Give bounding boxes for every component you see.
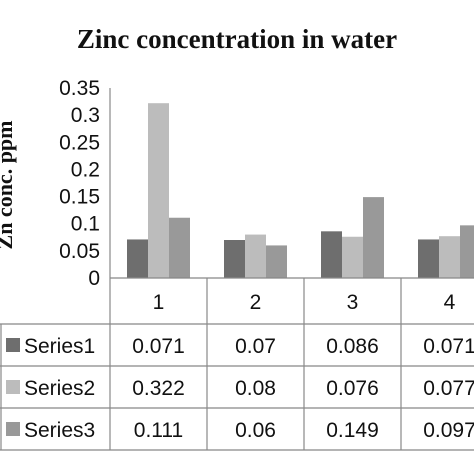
bar-series2-cat-2	[245, 234, 266, 278]
bar-series2-cat-3	[342, 236, 363, 278]
bar-series3-cat-3	[363, 197, 384, 278]
x-category-label: 1	[153, 291, 165, 314]
y-tick-label: 0	[88, 267, 100, 290]
data-label: 0.322	[132, 377, 185, 400]
x-category-label: 4	[444, 291, 456, 314]
data-label: 0.08	[235, 377, 276, 400]
data-label: 0.097	[423, 419, 474, 442]
plot-layer: 0 0.05 0.1 0.15 0.2 0.25 0.3 0.35 1 2 3 4 Series1 0.0…	[0, 77, 474, 451]
bar-series1-cat-3	[321, 231, 342, 278]
x-category-label: 3	[347, 291, 359, 314]
y-tick-label: 0.2	[71, 158, 100, 181]
legend-label-series1: Series1	[24, 335, 95, 358]
data-label: 0.111	[134, 419, 183, 442]
legend-key-series1	[6, 338, 20, 352]
y-axis-label: Zn conc. ppm	[0, 121, 17, 250]
data-label: 0.086	[326, 335, 379, 358]
y-tick-label: 0.3	[71, 104, 100, 127]
bar-series3-cat-4	[460, 225, 474, 278]
bar-series2-cat-1	[148, 103, 169, 278]
x-category-label: 2	[250, 291, 262, 314]
y-tick-label: 0.35	[59, 77, 100, 100]
legend-label-series2: Series2	[24, 377, 95, 400]
data-label: 0.149	[326, 419, 379, 442]
legend-key-series3	[6, 422, 20, 436]
y-tick-label: 0.1	[71, 213, 100, 236]
bar-series1-cat-2	[224, 240, 245, 278]
data-label: 0.06	[235, 419, 276, 442]
y-tick-label: 0.25	[59, 131, 100, 154]
data-label: 0.076	[326, 377, 379, 400]
bar-series3-cat-2	[266, 245, 287, 278]
data-label: 0.071	[132, 335, 185, 358]
chart-title: Zinc concentration in water	[76, 24, 398, 54]
bar-series3-cat-1	[169, 217, 190, 278]
data-label: 0.071	[423, 335, 474, 358]
bar-series1-cat-4	[418, 239, 439, 278]
bar-series1-cat-1	[127, 239, 148, 278]
legend-label-series3: Series3	[24, 419, 95, 442]
bar-series2-cat-4	[439, 236, 460, 278]
y-tick-label: 0.05	[59, 240, 100, 263]
y-tick-label: 0.15	[59, 186, 100, 209]
data-label: 0.07	[235, 335, 276, 358]
data-label: 0.077	[423, 377, 474, 400]
legend-key-series2	[6, 380, 20, 394]
